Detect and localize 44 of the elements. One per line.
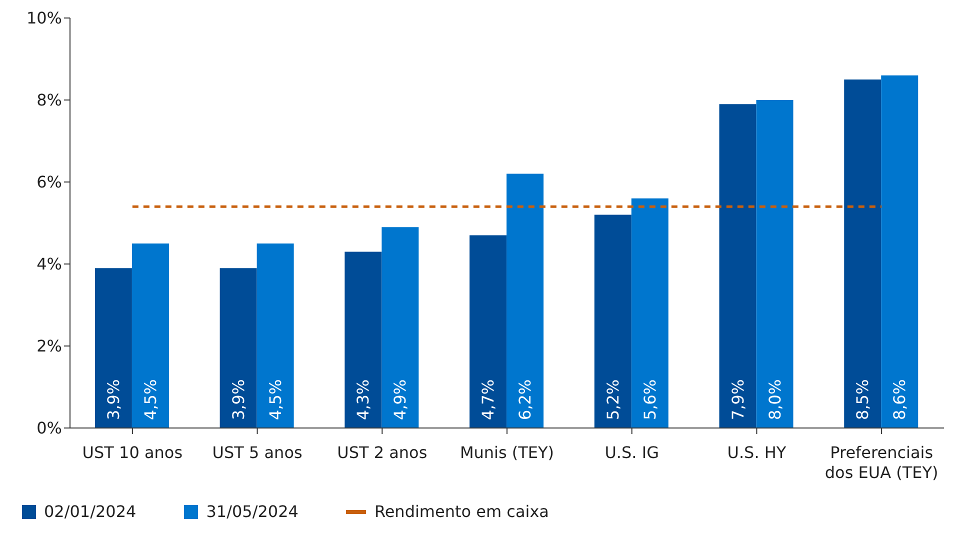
bar [506, 174, 544, 428]
bar [470, 235, 507, 428]
data-label: 4,3% [354, 379, 373, 420]
data-label: 4,9% [390, 379, 410, 420]
data-label: 5,6% [640, 379, 660, 420]
bar [94, 268, 132, 428]
y-tick-label: 4% [36, 254, 62, 274]
bar [256, 244, 294, 428]
y-tick-label: 2% [36, 336, 62, 356]
x-tick-label: Preferenciais dos EUA (TEY) [824, 443, 938, 482]
y-tick-label: 8% [36, 90, 62, 110]
data-label: 3,9% [228, 379, 248, 420]
legend-label: 02/01/2024 [44, 502, 136, 521]
bar [719, 104, 756, 428]
data-label: 4,7% [478, 379, 498, 420]
bar [594, 214, 632, 428]
data-label: 8,6% [890, 379, 910, 420]
bar [756, 100, 794, 428]
x-tick-label: UST 10 anos [82, 443, 183, 462]
bar [382, 227, 419, 428]
bar [132, 244, 169, 428]
data-label: 4,5% [266, 379, 285, 420]
legend-label: Rendimento em caixa [374, 502, 549, 521]
y-tick-label: 6% [36, 172, 62, 192]
bar [881, 75, 918, 428]
data-label: 7,9% [728, 379, 748, 420]
legend-label: 31/05/2024 [206, 502, 298, 521]
x-tick-label: U.S. IG [604, 443, 659, 462]
y-tick-label: 10% [26, 8, 62, 28]
data-label: 3,9% [104, 379, 123, 420]
data-label: 5,2% [603, 379, 622, 420]
bar [844, 80, 882, 428]
y-tick-label: 0% [36, 418, 62, 438]
data-label: 4,5% [140, 379, 160, 420]
bar [344, 252, 382, 428]
bar [631, 198, 668, 428]
data-label: 8,5% [853, 379, 872, 420]
x-tick-label: UST 5 anos [212, 443, 302, 462]
x-tick-label: U.S. HY [727, 443, 786, 462]
data-label: 8,0% [765, 379, 784, 420]
data-label: 6,2% [516, 379, 535, 420]
x-tick-label: UST 2 anos [337, 443, 428, 462]
x-tick-label: Munis (TEY) [460, 443, 554, 462]
bar [220, 268, 257, 428]
